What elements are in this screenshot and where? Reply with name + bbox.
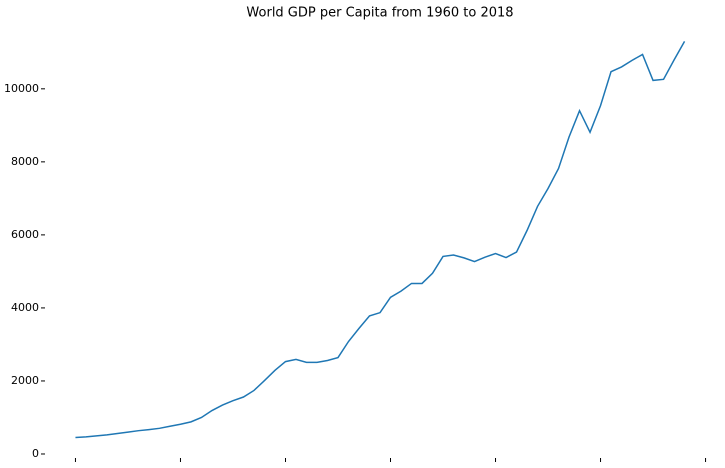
y-tick-label: 4000 (11, 301, 39, 314)
y-tick-label: 2000 (11, 374, 39, 387)
chart-title: World GDP per Capita from 1960 to 2018 (246, 6, 513, 21)
y-tick-label: 8000 (11, 155, 39, 168)
line (75, 40, 686, 439)
y-tick-label: 6000 (11, 228, 39, 241)
y-tick-label: 0 (32, 447, 39, 460)
y-tick-label: 10000 (4, 82, 39, 95)
